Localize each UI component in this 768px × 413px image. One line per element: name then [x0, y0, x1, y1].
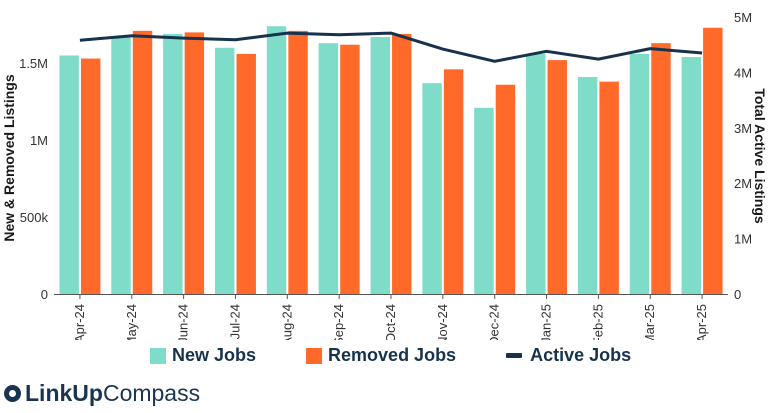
x-axis: Apr-24 May-24 Jun-24 Jul-24 Aug-24 Sep-24 Oct-…: [54, 294, 728, 340]
x-tick-label: Aug-24: [279, 304, 294, 340]
legend-item-new: New Jobs: [150, 345, 256, 366]
brand-logo: LinkUp Compass: [4, 380, 200, 407]
x-tick-label: Apr-25: [694, 304, 709, 340]
removed-jobs-bar: [599, 81, 619, 294]
legend-label-new: New Jobs: [172, 345, 257, 365]
legend-swatch-active: [506, 353, 523, 358]
y-tick-label: 0: [41, 287, 48, 302]
x-tick-label: Feb-25: [590, 304, 605, 340]
legend-item-active: Active Jobs: [506, 345, 631, 366]
new-jobs-bar: [318, 43, 339, 295]
removed-jobs-bar: [236, 53, 256, 294]
brand-name-light: Compass: [102, 380, 201, 406]
x-tick-label: Mar-25: [642, 304, 657, 340]
removed-jobs-bar: [184, 32, 205, 295]
x-tick-label: Jan-25: [539, 304, 554, 340]
new-jobs-bar: [163, 33, 183, 295]
new-jobs-bar: [629, 53, 650, 294]
x-tick-label: May-24: [124, 304, 139, 340]
legend-label-removed: Removed Jobs: [328, 345, 457, 365]
new-jobs-bar: [214, 47, 235, 295]
removed-jobs-bar: [288, 30, 308, 294]
removed-jobs-bar: [443, 69, 464, 294]
y2-tick-label: 4M: [734, 65, 752, 80]
new-jobs-bar: [526, 53, 546, 294]
new-jobs-bar: [474, 107, 494, 295]
y-tick-label: 500k: [20, 210, 49, 225]
x-tick-label: Oct-24: [383, 304, 398, 340]
x-tick-label: Jun-24: [176, 304, 191, 340]
y-axis: 0 500k 1M 1.5M: [19, 56, 48, 302]
removed-jobs-bar: [80, 58, 101, 294]
bars: [59, 26, 723, 295]
y2-tick-label: 5M: [734, 10, 752, 25]
brand-name-bold: LinkUp: [25, 380, 103, 406]
new-jobs-bar: [422, 83, 442, 294]
logo-icon: [4, 385, 21, 402]
legend-item-removed: Removed Jobs: [306, 345, 456, 366]
new-jobs-bar: [577, 77, 598, 295]
y-tick-label: 1M: [30, 133, 48, 148]
x-tick-label: Nov-24: [435, 304, 450, 340]
legend: New Jobs Removed Jobs Active Jobs: [150, 345, 681, 366]
removed-jobs-bar: [495, 84, 516, 294]
y2-axis-title: Total Active Listings: [752, 88, 768, 224]
new-jobs-bar: [681, 57, 702, 295]
chart: New & Removed Listings Total Active List…: [1, 10, 768, 340]
removed-jobs-bar: [651, 43, 671, 295]
y2-tick-label: 0: [734, 287, 741, 302]
y2-tick-label: 2M: [734, 176, 752, 191]
x-tick-label: Jul-24: [227, 304, 242, 339]
new-jobs-bar: [59, 55, 79, 294]
removed-jobs-bar: [132, 30, 153, 294]
removed-jobs-bar: [392, 33, 412, 295]
legend-swatch-removed: [306, 347, 323, 364]
active-jobs-line: [79, 31, 703, 63]
y2-tick-label: 3M: [734, 121, 752, 136]
y2-tick-label: 1M: [734, 232, 752, 247]
new-jobs-bar: [370, 37, 390, 294]
legend-label-active: Active Jobs: [530, 345, 632, 365]
y-tick-label: 1.5M: [19, 56, 48, 71]
y-axis-title: New & Removed Listings: [1, 74, 17, 241]
active-jobs-line-group: [79, 31, 703, 63]
y2-axis: 0 1M 2M 3M 4M 5M: [734, 10, 752, 302]
x-tick-label: Sep-24: [331, 304, 346, 340]
new-jobs-bar: [111, 37, 131, 294]
legend-swatch-new: [150, 347, 166, 364]
removed-jobs-bar: [340, 44, 360, 295]
new-jobs-bar: [266, 26, 287, 294]
x-tick-label: Apr-24: [72, 304, 87, 340]
removed-jobs-bar: [703, 27, 723, 295]
x-tick-label: Dec-24: [487, 304, 502, 340]
removed-jobs-bar: [547, 60, 568, 294]
